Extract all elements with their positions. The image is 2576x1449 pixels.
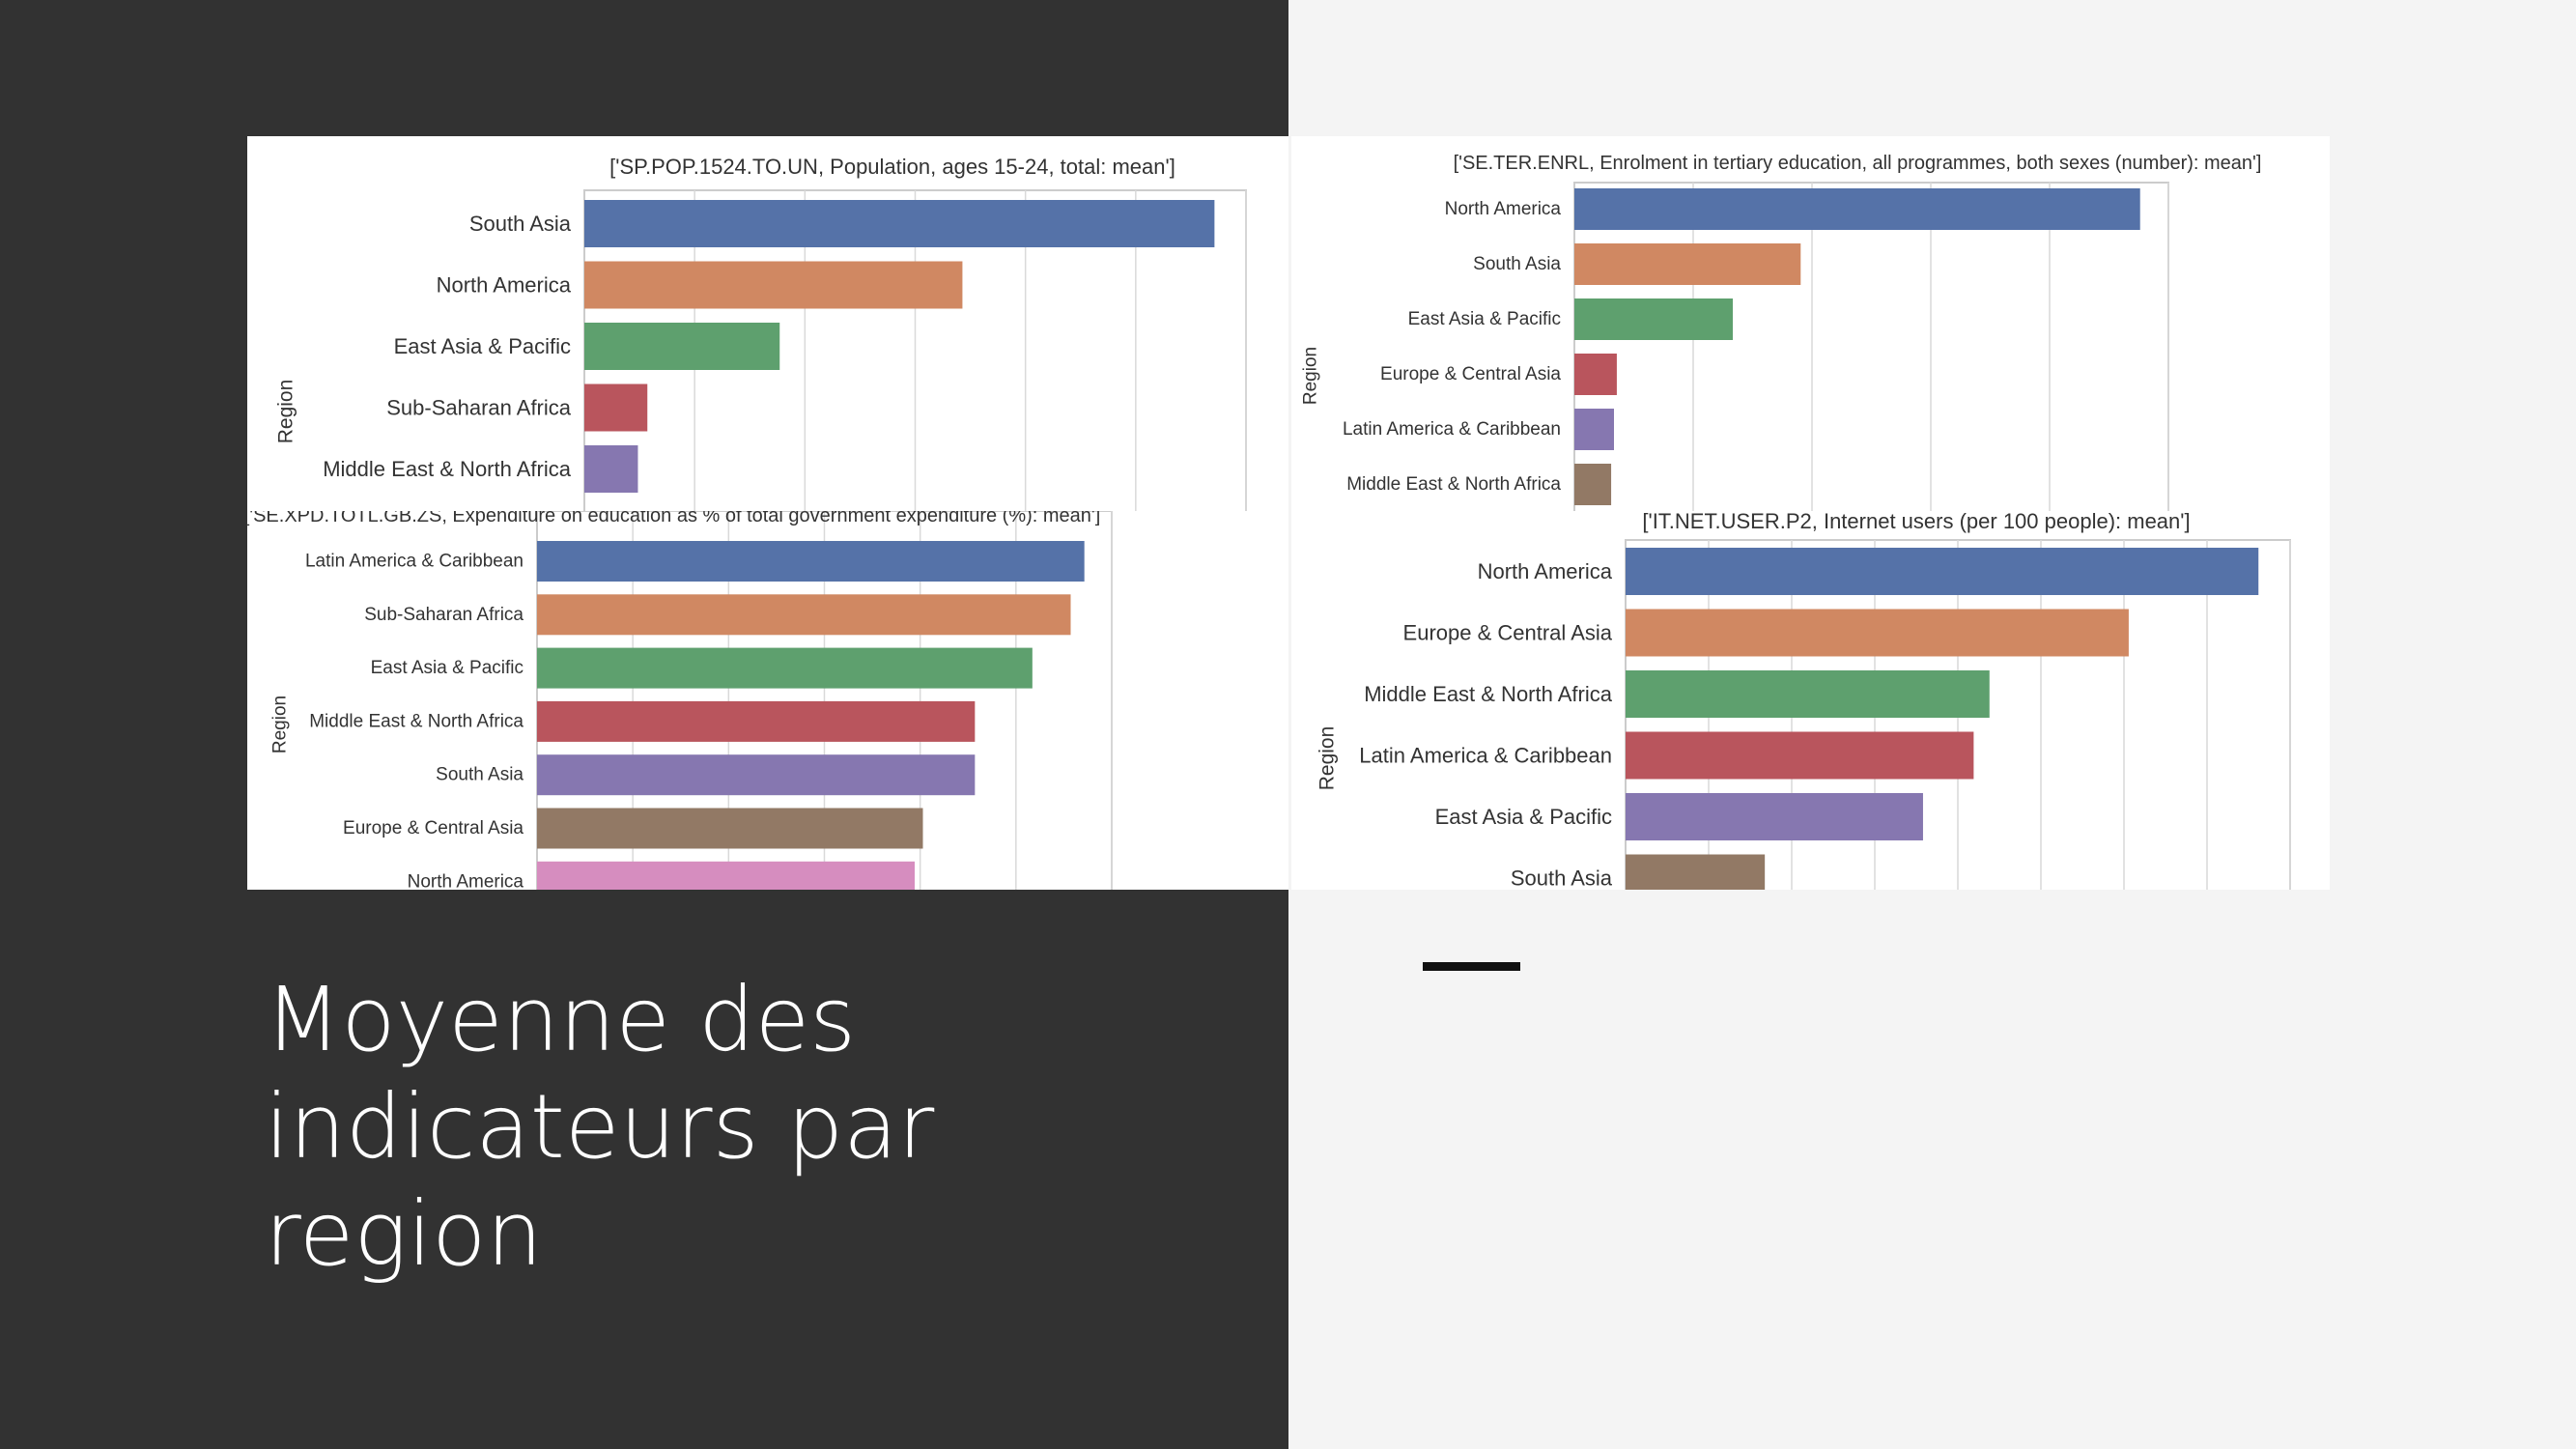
bar	[1574, 354, 1617, 395]
category-label: East Asia & Pacific	[371, 658, 524, 678]
slide-title: Moyenne des indicateurs par region	[265, 968, 935, 1286]
category-label: North America	[408, 871, 524, 890]
bar	[1626, 731, 1974, 780]
chart-svg: North America Europe & Central Asia Middle…	[1316, 511, 2291, 891]
chart-internet-users: North America Europe & Central Asia Middle…	[1291, 511, 2330, 890]
bar	[537, 594, 1071, 636]
bar	[537, 808, 923, 849]
category-label: Middle East & North Africa	[1364, 682, 1613, 706]
category-label: Latin America & Caribbean	[1343, 419, 1561, 440]
bar	[537, 541, 1085, 582]
bar	[584, 384, 648, 432]
category-label: North America	[437, 273, 572, 298]
bar	[537, 700, 976, 742]
bar	[1574, 243, 1801, 285]
bar	[1626, 548, 2259, 595]
category-label: Middle East & North Africa	[1346, 474, 1561, 495]
y-axis-label: Region	[275, 380, 297, 444]
category-label: Europe & Central Asia	[1403, 621, 1613, 645]
category-label: East Asia & Pacific	[1408, 309, 1561, 329]
category-label: North America	[1445, 199, 1562, 219]
category-label: South Asia	[1473, 254, 1561, 274]
category-label: East Asia & Pacific	[394, 334, 571, 358]
y-axis-label: Region	[1316, 726, 1339, 791]
category-label: South Asia	[469, 212, 572, 236]
chart-tertiary-enrolment: North America South Asia East Asia & Pacif…	[1291, 136, 2330, 511]
chart-title: ['SE.TER.ENRL, Enrolment in tertiary edu…	[1454, 153, 2262, 174]
category-label: East Asia & Pacific	[1435, 805, 1612, 829]
bar	[537, 861, 915, 890]
bar	[1574, 298, 1733, 340]
category-label: Europe & Central Asia	[1380, 364, 1561, 384]
plot-frame	[1573, 182, 2169, 511]
category-label: Sub-Saharan Africa	[364, 605, 524, 625]
chart-title: ['IT.NET.USER.P2, Internet users (per 10…	[1642, 511, 2190, 533]
bar	[1626, 670, 1990, 718]
bar	[1574, 409, 1614, 450]
bar	[1626, 609, 2129, 657]
bar	[537, 647, 1033, 689]
chart-svg: North America South Asia East Asia & Pacif…	[1301, 153, 2262, 511]
accent-divider	[1423, 962, 1520, 971]
chart-svg: South Asia North America East Asia & Pacif…	[275, 155, 1247, 511]
category-label: North America	[1478, 559, 1613, 583]
bar	[584, 200, 1215, 247]
y-axis-label: Region	[270, 696, 291, 753]
category-label: Latin America & Caribbean	[305, 552, 524, 572]
chart-population-15-24: South Asia North America East Asia & Pacif…	[247, 136, 1288, 511]
bar	[1574, 188, 2140, 230]
category-label: Latin America & Caribbean	[1359, 744, 1612, 768]
category-label: South Asia	[436, 765, 524, 785]
bar	[584, 445, 638, 493]
bar	[1626, 793, 1923, 840]
bar	[1626, 854, 1766, 890]
chart-svg: Latin America & Caribbean Sub-Saharan Afr…	[247, 511, 1113, 890]
bar	[584, 323, 780, 370]
chart-title: ['SE.XPD.TOTL.GB.ZS, Expenditure on educ…	[247, 511, 1100, 526]
category-label: South Asia	[1511, 867, 1613, 891]
category-label: Middle East & North Africa	[323, 457, 572, 481]
category-label: Europe & Central Asia	[343, 818, 524, 838]
bar	[1574, 464, 1612, 505]
category-label: Sub-Saharan Africa	[386, 396, 572, 420]
category-label: Middle East & North Africa	[309, 711, 524, 731]
chart-title: ['SP.POP.1524.TO.UN, Population, ages 15…	[609, 155, 1175, 179]
bar	[584, 261, 963, 309]
chart-education-expenditure: Latin America & Caribbean Sub-Saharan Afr…	[247, 511, 1288, 890]
bar	[537, 754, 976, 796]
y-axis-label: Region	[1301, 347, 1321, 405]
